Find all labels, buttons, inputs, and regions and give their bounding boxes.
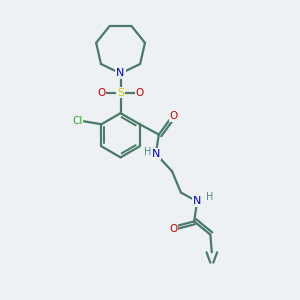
- Text: H: H: [144, 147, 151, 157]
- Text: S: S: [117, 88, 124, 98]
- Text: O: O: [136, 88, 144, 98]
- Text: Cl: Cl: [72, 116, 83, 126]
- Text: N: N: [152, 149, 160, 159]
- Text: O: O: [169, 224, 178, 234]
- Text: O: O: [169, 111, 178, 121]
- Text: O: O: [97, 88, 106, 98]
- Text: N: N: [116, 68, 125, 78]
- Text: N: N: [116, 68, 125, 78]
- Text: H: H: [206, 192, 213, 202]
- Text: N: N: [193, 196, 201, 206]
